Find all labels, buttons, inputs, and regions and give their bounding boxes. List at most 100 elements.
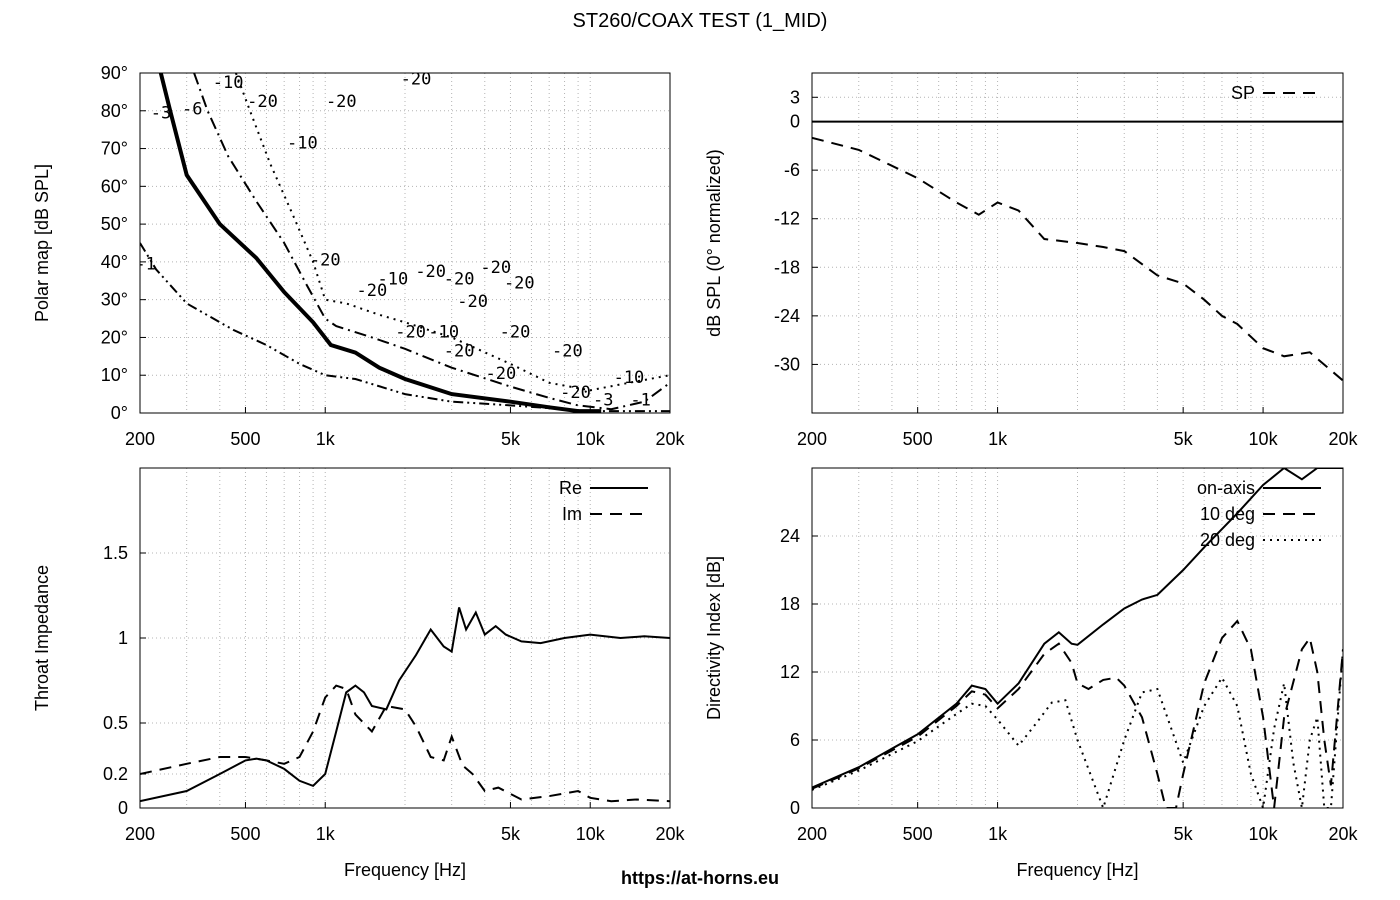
10-deg-line	[812, 619, 1343, 808]
contour-label: -20	[395, 322, 426, 342]
impedance-plot-area	[140, 607, 670, 803]
y-tick-label: 12	[780, 662, 800, 682]
y-tick-label: -18	[774, 257, 800, 277]
contour-label: -20	[480, 258, 511, 278]
x-tick-label: 1k	[316, 429, 336, 449]
x-tick-label: 200	[125, 429, 155, 449]
x-tick-label: 10k	[576, 824, 606, 844]
y-axis-label: Polar map [dB SPL]	[32, 164, 52, 322]
x-tick-label: 500	[903, 429, 933, 449]
y-tick-label: 0	[790, 112, 800, 132]
series-0-line	[812, 136, 1343, 382]
y-tick-label: 18	[780, 594, 800, 614]
legend-label: on-axis	[1197, 478, 1255, 498]
y-tick-label: 24	[780, 526, 800, 546]
legend-label: SP	[1231, 83, 1255, 103]
contour-line--10	[234, 73, 670, 392]
y-tick-label: 0	[118, 798, 128, 818]
x-tick-label: 1k	[316, 824, 336, 844]
contour-label: -20	[401, 69, 432, 89]
legend-label: Re	[559, 478, 582, 498]
x-tick-label: 20k	[1328, 824, 1358, 844]
contour-label: -20	[444, 270, 475, 290]
im-line	[140, 684, 670, 803]
legend-label: Im	[562, 504, 582, 524]
x-tick-label: 5k	[501, 429, 521, 449]
x-tick-label: 500	[230, 429, 260, 449]
y-tick-label: -24	[774, 306, 800, 326]
polar-plot-area: -3 -6-10-20 -20-20-10-1 -20-20-10 -20-20-20-…	[135, 69, 670, 413]
y-tick-label: -30	[774, 354, 800, 374]
y-tick-label: 6	[790, 730, 800, 750]
contour-line--6	[193, 73, 670, 411]
figure-title: ST260/COAX TEST (1_MID)	[572, 10, 828, 32]
contour-label: -20	[326, 92, 357, 112]
contour-label: -3	[593, 390, 613, 410]
x-tick-label: 10k	[576, 429, 606, 449]
di-legend: on-axis 10 deg 20 deg	[1197, 478, 1321, 550]
x-tick-label: 20k	[1328, 429, 1358, 449]
y-tick-label: -6	[784, 160, 800, 180]
contour-label: -6	[182, 100, 202, 120]
contour-label: -10	[428, 322, 459, 342]
y-tick-label: 10°	[101, 365, 128, 385]
y-tick-label: 0.5	[103, 713, 128, 733]
x-tick-label: 200	[125, 824, 155, 844]
spl-frame	[811, 72, 1344, 414]
source-url[interactable]: https://at-horns.eu	[621, 868, 779, 888]
y-tick-label: 0	[790, 798, 800, 818]
contour-label: -3	[151, 103, 171, 123]
y-tick-label: 50°	[101, 214, 128, 234]
re-line	[140, 607, 670, 803]
on-axis-line	[812, 468, 1343, 789]
contour-label: -20	[485, 364, 516, 384]
y-tick-label: 20°	[101, 327, 128, 347]
contour-label: -1	[135, 254, 155, 274]
x-tick-label: 5k	[501, 824, 521, 844]
y-tick-label: 30°	[101, 290, 128, 310]
x-tick-label: 20k	[655, 824, 685, 844]
y-tick-label: 90°	[101, 63, 128, 83]
y-tick-label: 80°	[101, 101, 128, 121]
legend-label: 20 deg	[1200, 530, 1255, 550]
contour-label: -20	[504, 273, 535, 293]
20-deg-line	[812, 649, 1343, 808]
x-tick-label: 200	[797, 429, 827, 449]
y-tick-label: 70°	[101, 139, 128, 159]
y-tick-label: 40°	[101, 252, 128, 272]
y-tick-label: 0.2	[103, 764, 128, 784]
x-tick-label: 5k	[1174, 824, 1194, 844]
spl-plot-area	[812, 120, 1343, 382]
contour-label: -20	[457, 292, 488, 312]
y-tick-label: 3	[790, 87, 800, 107]
contour-label: -10	[378, 270, 409, 290]
spl-chart: 200 500 1k 5k 10k 20k 3 0 -6 -12 -18 -24 -30 dB SPL (…	[704, 72, 1359, 449]
x-tick-label: 10k	[1249, 429, 1279, 449]
contour-label: -20	[415, 262, 446, 282]
contour-label: -10	[614, 368, 645, 388]
contour-label: -20	[552, 341, 583, 361]
x-tick-label: 5k	[1174, 429, 1194, 449]
spl-legend: SP	[1231, 83, 1321, 103]
impedance-legend: Re Im	[559, 478, 648, 524]
y-tick-label: 1	[118, 628, 128, 648]
x-tick-label: 20k	[655, 429, 685, 449]
y-axis-label: dB SPL (0° normalized)	[704, 149, 724, 337]
x-axis-label: Frequency [Hz]	[1016, 860, 1138, 880]
x-tick-label: 1k	[988, 824, 1008, 844]
contour-line--3	[158, 73, 602, 413]
x-tick-label: 500	[903, 824, 933, 844]
x-axis-label: Frequency [Hz]	[344, 860, 466, 880]
contour-line--1	[140, 242, 670, 413]
x-tick-label: 10k	[1249, 824, 1279, 844]
contour-label: -10	[213, 73, 244, 93]
x-tick-label: 200	[797, 824, 827, 844]
polar-grid	[140, 72, 670, 414]
contour-label: -20	[247, 92, 278, 112]
di-chart: 200 500 1k 5k 10k 20k 0 6 12 18 24 Directivity Inde…	[704, 467, 1359, 880]
x-tick-label: 500	[230, 824, 260, 844]
contour-label: -20	[310, 251, 341, 271]
contour-label: -20	[444, 341, 475, 361]
y-tick-label: -12	[774, 209, 800, 229]
